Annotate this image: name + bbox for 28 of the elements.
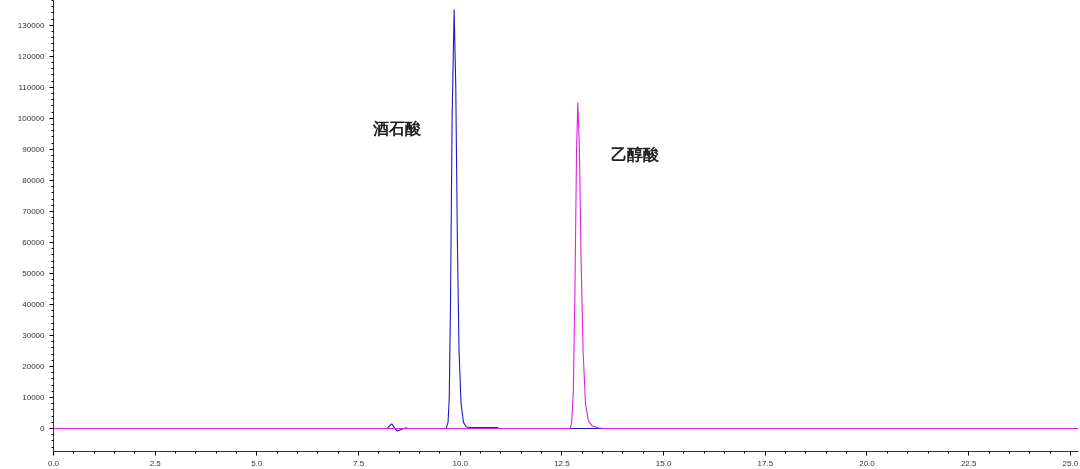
y-tick-label: 30000 — [22, 330, 46, 340]
y-tick-label: 0 — [40, 424, 46, 434]
x-tick-label: 15.0 — [655, 458, 672, 468]
x-tick-label: 17.5 — [757, 458, 774, 468]
x-tick-label: 5.0 — [251, 458, 263, 468]
annotation: 酒石酸 — [372, 120, 423, 138]
y-tick-label: 130000 — [17, 20, 46, 30]
y-tick-label: 80000 — [22, 175, 46, 185]
y-tick-label: 70000 — [22, 206, 46, 216]
y-tick-label: 40000 — [22, 299, 46, 309]
x-tick-label: 12.5 — [554, 458, 571, 468]
x-tick-label: 22.5 — [960, 458, 978, 468]
annotation: 乙醇酸 — [610, 146, 660, 164]
y-tick-label: 20000 — [22, 362, 46, 372]
y-tick-label: 120000 — [17, 51, 46, 61]
x-tick-label: 10.0 — [452, 458, 469, 468]
y-tick-label: 50000 — [22, 268, 46, 278]
y-tick-label: 100000 — [17, 113, 46, 123]
y-tick-label: 60000 — [22, 237, 46, 247]
x-tick-label: 20.0 — [859, 458, 876, 468]
y-tick-label: 90000 — [22, 144, 46, 154]
y-tick-label: 110000 — [18, 82, 46, 92]
x-tick-label: 2.5 — [149, 458, 162, 468]
x-tick-label: 7.5 — [353, 458, 365, 468]
x-tick-label: 0.0 — [47, 458, 60, 468]
x-tick-label: 25.0 — [1062, 458, 1079, 468]
y-tick-label: 10000 — [22, 393, 46, 403]
line-series — [53, 102, 1079, 430]
